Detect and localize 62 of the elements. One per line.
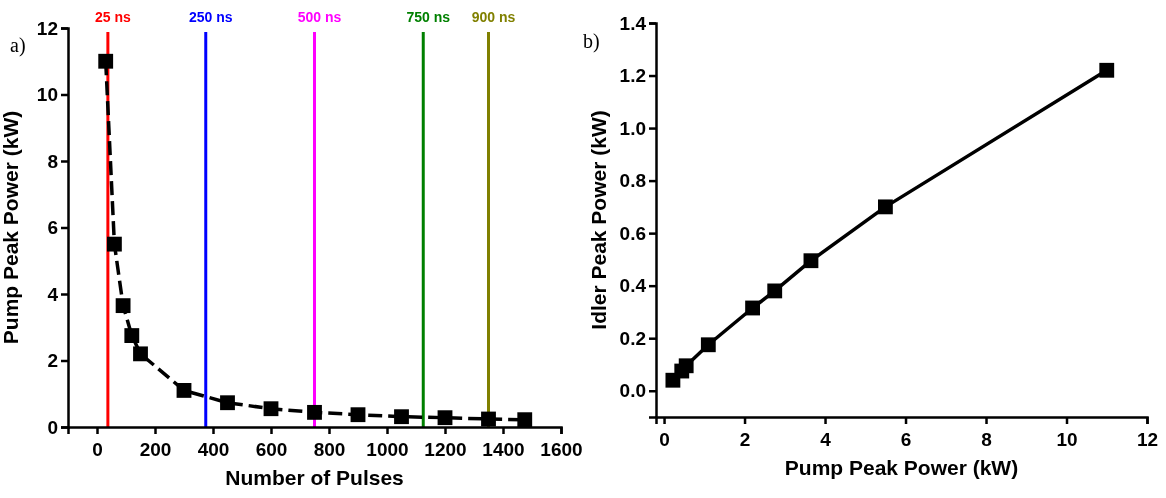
y-axis-title: Pump Peak Power (kW) [0,110,22,345]
point [678,358,694,374]
point [176,383,192,398]
point [767,283,783,299]
y-tick-label: 8 [47,150,58,172]
point [307,404,322,420]
point [98,53,114,69]
point [106,236,122,252]
point [133,346,148,362]
point [263,401,279,417]
ref-line-label: 250 ns [188,9,233,25]
y-tick-label: 12 [36,17,58,39]
x-tick-label: 2 [739,429,751,450]
x-tick-label: 6 [900,429,912,450]
point [481,411,496,427]
point [700,337,716,353]
point [877,199,893,215]
x-tick-label: 0 [92,439,103,460]
point [394,409,409,425]
y-axis-title: Idler Peak Power (kW) [587,110,610,330]
x-tick-label: 600 [255,439,288,460]
y-tick-label: 0.4 [619,275,647,297]
y-tick-label: 10 [36,84,58,106]
x-tick-label: 1200 [424,439,467,460]
y-tick-label: 0.2 [619,327,646,349]
ref-line-label: 750 ns [406,9,451,25]
y-tick-label: 0.6 [619,222,646,244]
y-tick-label: 0.8 [619,170,646,192]
point [745,300,761,316]
text: b) [583,30,600,53]
point [350,407,366,423]
x-axis-title: Pump Peak Power (kW) [784,456,1019,479]
x-tick-label: 12 [1136,429,1159,450]
point [124,328,140,343]
y-tick-label: 1.0 [619,117,646,139]
y-tick-label: 6 [47,217,58,239]
x-axis-title: Number of Pulses [225,466,404,489]
point [517,412,533,428]
y-tick-label: 4 [47,283,59,305]
ref-line-label: 500 ns [297,9,342,25]
x-tick-label: 1400 [482,439,525,460]
ref-line-label: 25 ns [94,9,131,25]
y-tick-label: 1.4 [619,12,647,34]
x-tick-label: 8 [981,429,992,450]
text: a) [10,34,26,57]
ref-line-label: 900 ns [471,9,516,25]
point [803,253,819,269]
y-tick-label: 1.2 [619,65,646,87]
y-tick-label: 2 [47,350,58,372]
x-tick-label: 1000 [366,439,409,460]
point [1099,62,1115,78]
x-tick-label: 400 [197,439,230,460]
x-tick-label: 200 [139,439,172,460]
x-tick-label: 10 [1056,429,1078,450]
y-tick-label: 0.0 [619,380,646,402]
point [220,395,235,411]
x-tick-label: 1600 [540,439,583,460]
point [437,410,453,426]
x-tick-label: 800 [313,439,346,460]
x-tick-label: 4 [820,429,832,450]
x-tick-label: 0 [659,429,670,450]
point [115,298,131,314]
